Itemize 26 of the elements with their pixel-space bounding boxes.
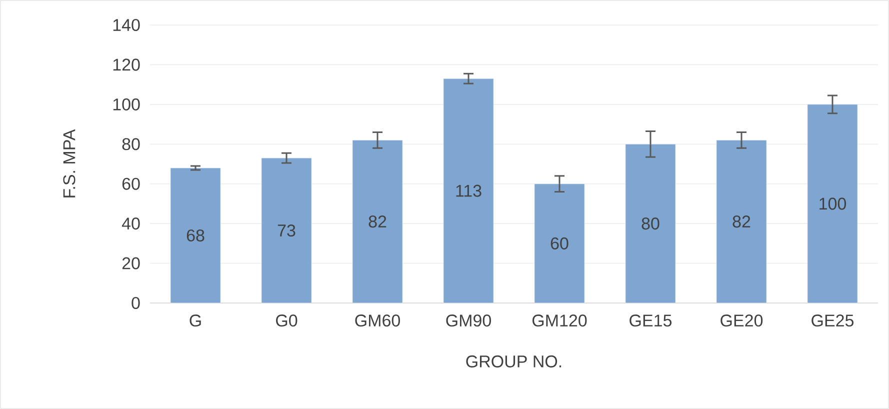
x-tick-label: GE15 <box>630 314 672 327</box>
x-tick-label: GE20 <box>720 314 763 327</box>
x-axis-title: GROUP NO. <box>466 355 562 368</box>
y-tick-label: 100 <box>113 98 140 110</box>
data-label: 68 <box>186 229 204 242</box>
x-tick-label: GM60 <box>355 314 400 327</box>
y-tick-label: 0 <box>132 296 140 310</box>
y-tick-label: 40 <box>122 218 140 230</box>
data-label: 82 <box>368 216 386 228</box>
y-axis-title: F.S. MPA <box>63 129 76 198</box>
data-label: 80 <box>642 218 660 230</box>
y-tick-label: 120 <box>113 58 140 71</box>
data-label: 73 <box>278 224 296 237</box>
x-tick-label: GE25 <box>812 314 854 327</box>
x-tick-label: G <box>190 314 201 327</box>
y-tick-label: 80 <box>122 138 140 150</box>
data-label: 82 <box>732 216 750 228</box>
data-label: 100 <box>820 198 846 210</box>
x-tick-label: GM90 <box>446 314 491 327</box>
data-label: 60 <box>550 237 568 250</box>
y-tick-label: 60 <box>122 178 140 190</box>
data-label: 113 <box>456 184 482 197</box>
x-tick-label: GM120 <box>532 314 587 327</box>
y-tick-label: 20 <box>122 257 140 270</box>
y-tick-label: 140 <box>113 18 140 32</box>
x-tick-label: G0 <box>276 314 298 327</box>
